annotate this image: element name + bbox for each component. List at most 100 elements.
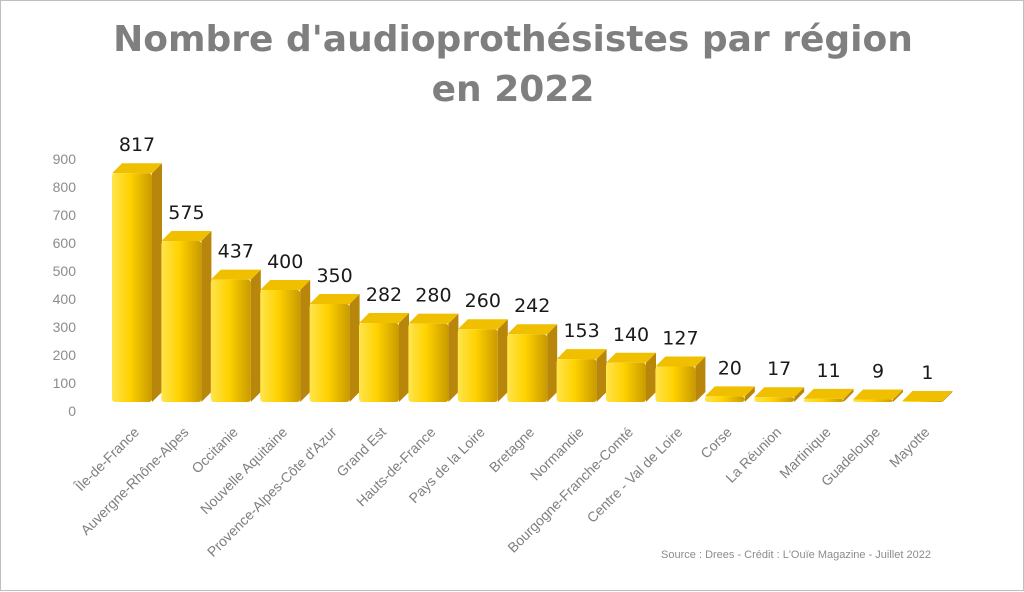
bar-front xyxy=(704,396,745,402)
bar xyxy=(754,387,805,402)
bar-side xyxy=(152,163,162,402)
bar-top xyxy=(457,319,508,330)
value-label: 1 xyxy=(921,362,933,384)
bar-top xyxy=(408,313,459,324)
value-label: 11 xyxy=(817,360,841,382)
category-label: Bretagne xyxy=(486,424,538,476)
bar-front xyxy=(803,398,844,402)
y-tick-label: 500 xyxy=(53,263,77,279)
bar-front xyxy=(210,279,251,402)
y-tick-label: 200 xyxy=(53,347,77,363)
bar-front xyxy=(655,366,696,402)
bar-side xyxy=(250,269,261,402)
bar xyxy=(803,388,854,402)
bar xyxy=(260,280,311,402)
bar xyxy=(408,313,459,402)
bar xyxy=(210,269,261,402)
bar-side xyxy=(497,319,508,402)
y-tick-label: 900 xyxy=(53,151,77,167)
bar-top xyxy=(606,352,656,363)
category-label: Nouvelle Aquitaine xyxy=(197,424,290,517)
y-tick-label: 800 xyxy=(53,179,77,195)
y-tick-label: 700 xyxy=(53,207,77,223)
bar-side xyxy=(893,389,903,402)
chart-title-line-2: en 2022 xyxy=(432,69,595,110)
y-tick-label: 0 xyxy=(68,403,76,419)
value-label: 20 xyxy=(718,357,742,379)
bar xyxy=(161,231,212,402)
bar-front xyxy=(408,323,449,402)
bar-top xyxy=(803,388,854,399)
bar-top xyxy=(556,349,607,360)
category-label: Mayotte xyxy=(886,424,933,471)
bar-side xyxy=(349,294,360,402)
bar-side xyxy=(794,387,805,402)
bar-side xyxy=(843,388,854,402)
category-label: Centre - Val de Loire xyxy=(584,424,686,526)
y-tick-label: 300 xyxy=(53,319,77,335)
value-label: 400 xyxy=(267,251,303,273)
value-labels-group: 817 575 437 400 350 282 280 260 242 153 140 127 20 17… xyxy=(119,134,934,384)
bar-front xyxy=(754,397,795,402)
bar-top xyxy=(754,387,805,398)
value-label: 127 xyxy=(662,327,698,349)
bar-top xyxy=(902,391,953,401)
bar xyxy=(359,313,409,402)
bar-side xyxy=(448,313,459,402)
value-label: 437 xyxy=(218,241,254,263)
value-label: 817 xyxy=(119,134,155,156)
bar-front xyxy=(902,401,943,402)
value-label: 9 xyxy=(872,360,884,382)
bar-top xyxy=(161,231,212,241)
bar-front xyxy=(359,323,399,402)
bar xyxy=(556,349,607,402)
y-tick-label: 400 xyxy=(53,291,77,307)
category-label: Corse xyxy=(697,424,735,462)
bar-side xyxy=(596,349,607,402)
y-axis: 0 100 200 300 400 500 600 700 800 900 xyxy=(53,151,77,419)
bar-top xyxy=(359,313,409,324)
bar-side xyxy=(646,352,656,402)
bar-top xyxy=(655,356,706,367)
bar xyxy=(309,294,360,402)
value-label: 242 xyxy=(514,295,550,317)
bar-front xyxy=(260,290,301,402)
bar-side xyxy=(744,386,755,402)
bar-side xyxy=(201,231,212,402)
bar-top xyxy=(704,386,755,397)
bar-top xyxy=(260,280,311,290)
bar-front xyxy=(161,241,202,402)
value-label: 282 xyxy=(366,284,402,306)
bar-front xyxy=(457,329,498,402)
bar-top xyxy=(507,324,558,335)
bar xyxy=(704,386,755,402)
bar-side xyxy=(399,313,409,402)
value-label: 575 xyxy=(168,202,204,224)
value-label: 280 xyxy=(415,285,451,307)
bar-front xyxy=(853,399,893,402)
bar-top xyxy=(853,389,903,400)
chart-title-line-1: Nombre d'audioprothésistes par région xyxy=(113,19,913,60)
bar-front xyxy=(112,173,152,402)
bar-top xyxy=(112,163,162,174)
value-label: 17 xyxy=(767,358,791,380)
bar xyxy=(606,352,656,402)
bars-group xyxy=(112,163,953,402)
bar xyxy=(112,163,162,402)
bar xyxy=(902,391,953,402)
bar xyxy=(507,324,558,402)
y-tick-label: 100 xyxy=(53,375,77,391)
source-note: Source : Drees - Crédit : L'Ouïe Magazin… xyxy=(661,549,931,561)
bar-side xyxy=(942,391,953,402)
value-label: 350 xyxy=(316,265,352,287)
bar-side xyxy=(300,280,311,402)
value-label: 153 xyxy=(563,320,599,342)
y-tick-label: 600 xyxy=(53,235,77,251)
bar-front xyxy=(507,334,548,402)
bar-front xyxy=(309,304,350,402)
bar-front xyxy=(556,359,597,402)
bar-side xyxy=(695,356,706,402)
value-label: 260 xyxy=(465,290,501,312)
